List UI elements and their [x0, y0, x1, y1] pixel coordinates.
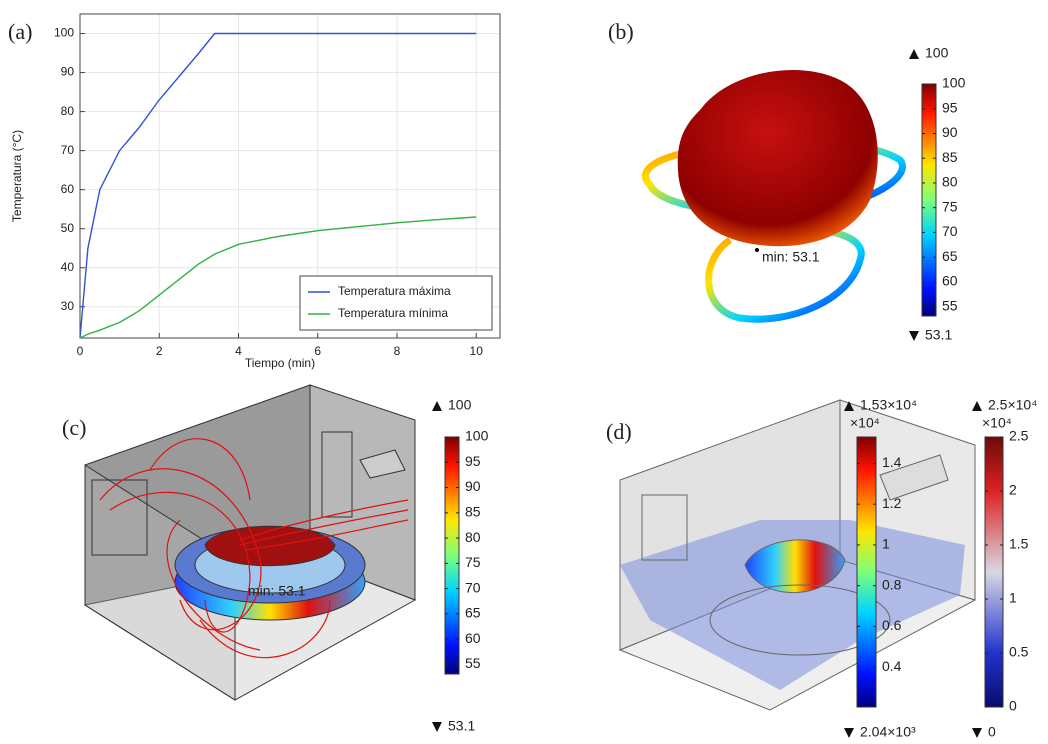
annotation: min: 53.1 — [762, 249, 820, 265]
y-tick-label: 90 — [61, 65, 75, 79]
max-label: 2.5×10⁴ — [988, 397, 1037, 413]
x-tick-label: 4 — [235, 344, 242, 358]
y-axis-label: Temperatura (°C) — [10, 130, 24, 222]
colorbar-tick-label: 85 — [465, 504, 481, 520]
y-tick-label: 50 — [61, 221, 75, 235]
min-marker — [972, 728, 982, 738]
colorbar-tick-label: 60 — [942, 273, 958, 289]
colorbar-tick-label: 75 — [465, 554, 481, 570]
min-label: 53.1 — [448, 718, 475, 734]
colorbar-tick-label: 0.6 — [882, 617, 902, 633]
colorbar-tick-label: 1 — [1009, 590, 1017, 606]
max-label: 1.53×10⁴ — [860, 397, 917, 413]
colorbar-tick-label: 95 — [942, 99, 958, 115]
colorbar-tick-label: 0.8 — [882, 576, 902, 592]
min-label: 0 — [988, 724, 996, 740]
x-tick-label: 8 — [394, 344, 401, 358]
max-label: 100 — [448, 397, 472, 413]
panel-label: (b) — [608, 19, 634, 44]
x-tick-label: 2 — [156, 344, 163, 358]
colorbar-tick-label: 70 — [942, 223, 958, 239]
render-b — [642, 70, 906, 323]
min-marker — [909, 331, 919, 341]
x-tick-label: 6 — [314, 344, 321, 358]
colorbar-tick-label: 100 — [465, 428, 489, 444]
colorbar-tick-label: 70 — [465, 579, 481, 595]
colorbar-tick-label: 100 — [942, 75, 966, 91]
panel-label: (c) — [62, 415, 86, 440]
colorbar-tick-label: 1 — [882, 536, 890, 552]
y-tick-label: 40 — [61, 260, 75, 274]
max-label: 100 — [925, 45, 949, 61]
scale-label: ×10⁴ — [850, 415, 880, 431]
panel-label: (a) — [8, 19, 32, 44]
colorbar-tick-label: 1.4 — [882, 454, 902, 470]
colorbar — [921, 83, 937, 317]
annotation: min: 53.1 — [248, 583, 306, 599]
colorbar-tick-label: 90 — [465, 478, 481, 494]
colorbar-tick-label: 85 — [942, 149, 958, 165]
min-label: 2.04×10³ — [860, 724, 916, 740]
colorbar-tick-label: 1.2 — [882, 495, 902, 511]
min-marker — [844, 728, 854, 738]
colorbar-tick-label: 0 — [1009, 698, 1017, 714]
scale-label: ×10⁴ — [982, 415, 1012, 431]
colorbar-tick-label: 0.4 — [882, 658, 902, 674]
colorbar-tick-label: 55 — [942, 297, 958, 313]
min-label: 53.1 — [925, 327, 952, 343]
legend-label: Temperatura máxima — [338, 284, 451, 298]
max-marker — [972, 401, 982, 411]
y-tick-label: 100 — [54, 26, 74, 40]
colorbar-tick-label: 1.5 — [1009, 536, 1029, 552]
legend-label: Temperatura mínima — [338, 306, 448, 320]
colorbar-tick-label: 90 — [942, 124, 958, 140]
colorbar-tick-label: 65 — [465, 605, 481, 621]
y-tick-label: 80 — [61, 104, 75, 118]
legend: Temperatura máxima Temperatura mínima — [299, 275, 493, 331]
max-marker — [844, 401, 854, 411]
colorbar-tick-label: 2.5 — [1009, 428, 1029, 444]
plot-frame — [79, 13, 501, 339]
colorbar-tick-label: 0.5 — [1009, 644, 1029, 660]
y-tick-label: 60 — [61, 182, 75, 196]
colorbar — [856, 436, 877, 708]
colorbar-tick-label: 75 — [942, 198, 958, 214]
colorbar-tick-label: 60 — [465, 630, 481, 646]
colorbar-tick-label: 2 — [1009, 482, 1017, 498]
colorbar-tick-label: 55 — [465, 655, 481, 671]
line-series — [79, 32, 477, 339]
render-d — [618, 399, 977, 711]
max-marker — [432, 401, 442, 411]
colorbar-tick-label: 65 — [942, 248, 958, 264]
colorbar — [444, 436, 460, 675]
x-axis-label: Tiempo (min) — [245, 356, 315, 370]
panel-label: (d) — [606, 419, 632, 444]
y-tick-label: 70 — [61, 143, 75, 157]
legend-box — [299, 275, 493, 331]
colorbar-tick-label: 80 — [465, 529, 481, 545]
render-c — [83, 384, 417, 701]
line-series — [79, 216, 477, 339]
max-marker — [909, 49, 919, 59]
colorbar-tick-label: 80 — [942, 174, 958, 190]
x-tick-label: 10 — [470, 344, 484, 358]
min-marker — [432, 722, 442, 732]
y-tick-label: 30 — [61, 299, 75, 313]
colorbar-tick-label: 95 — [465, 453, 481, 469]
x-tick-label: 0 — [77, 344, 84, 358]
colorbar — [984, 436, 1004, 708]
